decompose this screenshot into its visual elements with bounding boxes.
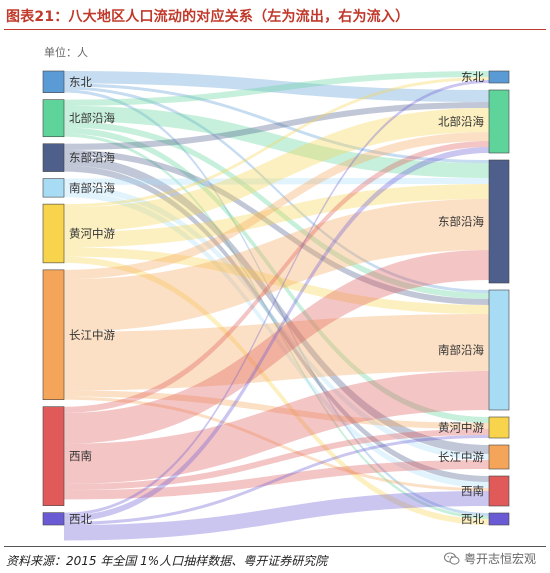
flow-link: [64, 127, 489, 424]
chart-title: 图表21：八大地区人口流动的对应关系（左为流出，右为流入）: [6, 9, 410, 25]
unit-label: 单位：人: [44, 46, 88, 59]
outflow-node-label: 黄河中游: [69, 226, 115, 240]
outflow-node: [42, 143, 65, 172]
flow-link: [64, 250, 489, 444]
flow-link: [64, 491, 489, 541]
inflow-node-label: 东北: [461, 70, 484, 84]
flow-link: [64, 108, 489, 232]
flow-link: [64, 199, 489, 332]
flow-link: [64, 147, 489, 522]
flow-link: [64, 247, 489, 314]
watermark: 粤开志恒宏观: [443, 550, 536, 567]
outflow-node: [42, 269, 65, 401]
inflow-node: [488, 444, 510, 470]
inflow-node: [488, 70, 510, 84]
inflow-node: [488, 416, 510, 439]
flow-link: [64, 102, 489, 150]
flow-link: [64, 86, 489, 294]
flow-link: [64, 71, 489, 106]
inflow-node: [488, 512, 510, 526]
flow-link: [64, 371, 489, 484]
flow-link: [64, 83, 489, 163]
flow-link: [64, 141, 489, 413]
inflow-node-label: 黄河中游: [438, 421, 484, 435]
flow-link: [64, 77, 489, 208]
flow-link: [64, 390, 489, 429]
flow-link: [64, 396, 489, 491]
flow-link: [64, 71, 489, 102]
outflow-node-label: 南部沿海: [69, 181, 115, 195]
flow-link: [64, 435, 489, 525]
outflow-node: [42, 512, 65, 526]
flow-link: [64, 105, 489, 178]
source-note: 资料来源：2015 年全国 1%人口抽样数据、粤开证券研究院: [6, 554, 328, 568]
flow-link: [64, 149, 489, 305]
outflow-node-label: 东北: [69, 75, 92, 89]
inflow-node: [488, 89, 510, 154]
flow-link: [64, 184, 489, 460]
flow-link: [64, 89, 489, 516]
outflow-node: [42, 406, 65, 506]
inflow-node-label: 北部沿海: [438, 115, 484, 129]
flow-link: [64, 190, 489, 488]
flow-link: [64, 429, 489, 491]
title-divider: [4, 29, 546, 31]
flow-link: [64, 178, 489, 185]
inflow-node-label: 东部沿海: [438, 215, 484, 229]
inflow-node-label: 西北: [461, 512, 484, 526]
inflow-node: [488, 159, 510, 284]
outflow-node-label: 东部沿海: [69, 151, 115, 165]
inflow-node: [488, 289, 510, 411]
wechat-icon: [443, 552, 460, 565]
flow-links: [64, 71, 489, 541]
flow-link: [64, 256, 489, 525]
outflow-node-label: 北部沿海: [69, 111, 115, 125]
flow-link: [64, 121, 489, 299]
inflow-node-label: 西南: [461, 484, 484, 498]
flow-link: [64, 156, 489, 454]
flow-link: [64, 80, 489, 516]
footer-divider: [4, 546, 546, 547]
flow-link: [64, 460, 489, 500]
inflow-node: [488, 475, 510, 507]
flow-link: [64, 133, 489, 519]
outflow-node: [42, 99, 65, 138]
outflow-node: [42, 70, 65, 93]
flow-link: [64, 132, 489, 280]
inflow-node-label: 长江中游: [438, 450, 484, 464]
outflow-node: [42, 203, 65, 264]
outflow-node-label: 西南: [69, 449, 92, 463]
outflow-node-label: 长江中游: [69, 328, 115, 342]
flow-link: [64, 184, 489, 248]
inflow-node-label: 南部沿海: [438, 343, 484, 357]
outflow-node: [42, 178, 65, 198]
flow-link: [64, 165, 489, 482]
flow-link: [64, 314, 489, 391]
watermark-text: 粤开志恒宏观: [463, 552, 536, 566]
outflow-node-label: 西北: [69, 512, 92, 526]
